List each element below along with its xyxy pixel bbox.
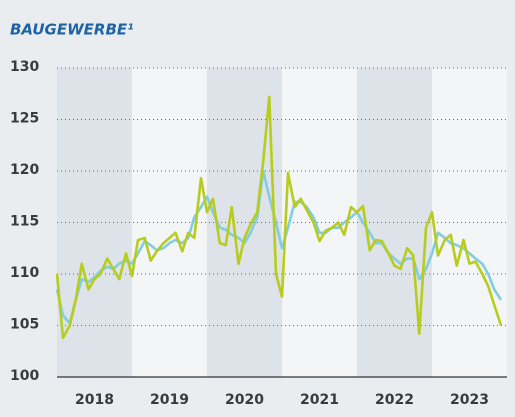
y-tick-label: 100 <box>10 368 39 384</box>
chart-title: BAUGEWERBE¹ <box>10 21 134 39</box>
y-tick-label: 115 <box>10 214 39 230</box>
x-tick-label: 2018 <box>75 392 114 408</box>
x-tick-label: 2020 <box>225 392 264 408</box>
series-line <box>55 95 503 340</box>
y-tick-label: 110 <box>10 265 39 281</box>
series-line <box>55 169 503 325</box>
x-tick-label: 2021 <box>300 392 339 408</box>
y-tick-label: 130 <box>10 59 39 75</box>
x-tick-label: 2019 <box>150 392 189 408</box>
y-tick-label: 125 <box>10 111 39 127</box>
x-tick-label: 2022 <box>375 392 414 408</box>
y-tick-label: 105 <box>10 317 39 333</box>
y-tick-label: 120 <box>10 162 39 178</box>
year-band <box>357 68 432 377</box>
x-tick-label: 2023 <box>450 392 489 408</box>
